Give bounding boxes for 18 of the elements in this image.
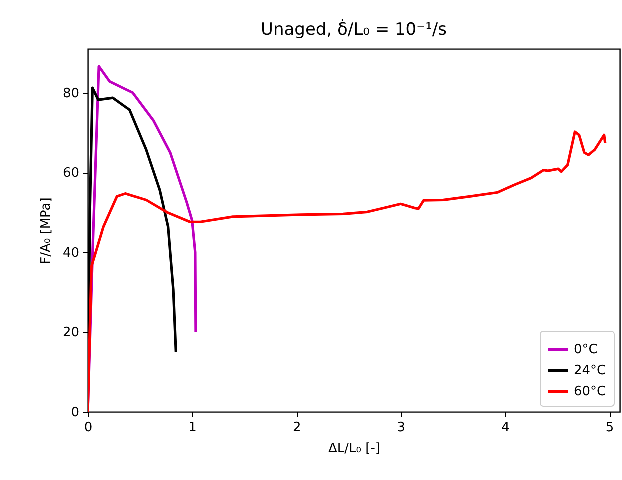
x-tick-label: 3 bbox=[397, 420, 406, 436]
x-axis-title: ΔL/L₀ [-] bbox=[328, 442, 380, 456]
x-tick-label: 4 bbox=[502, 420, 510, 436]
y-axis-title: F/A₀ [MPa] bbox=[38, 198, 54, 264]
x-tick-label: 2 bbox=[292, 420, 302, 436]
y-tick-label: 0 bbox=[71, 406, 80, 420]
legend-label: 24°C bbox=[574, 364, 606, 378]
x-tick-label: 1 bbox=[188, 420, 197, 436]
y-tick-label: 60 bbox=[62, 166, 80, 182]
legend-label: 60°C bbox=[574, 384, 606, 400]
y-tick-label: 80 bbox=[62, 86, 80, 102]
line-series bbox=[88, 130, 607, 412]
chart-title: Unaged, δ̇/L₀ = 10⁻¹/s bbox=[261, 18, 448, 40]
x-tick-label: 5 bbox=[606, 420, 614, 436]
legend-label: 0°C bbox=[574, 342, 598, 358]
x-tick-label: 0 bbox=[84, 420, 93, 436]
y-tick-label: 40 bbox=[62, 246, 80, 261]
y-tick-label: 20 bbox=[62, 326, 80, 341]
